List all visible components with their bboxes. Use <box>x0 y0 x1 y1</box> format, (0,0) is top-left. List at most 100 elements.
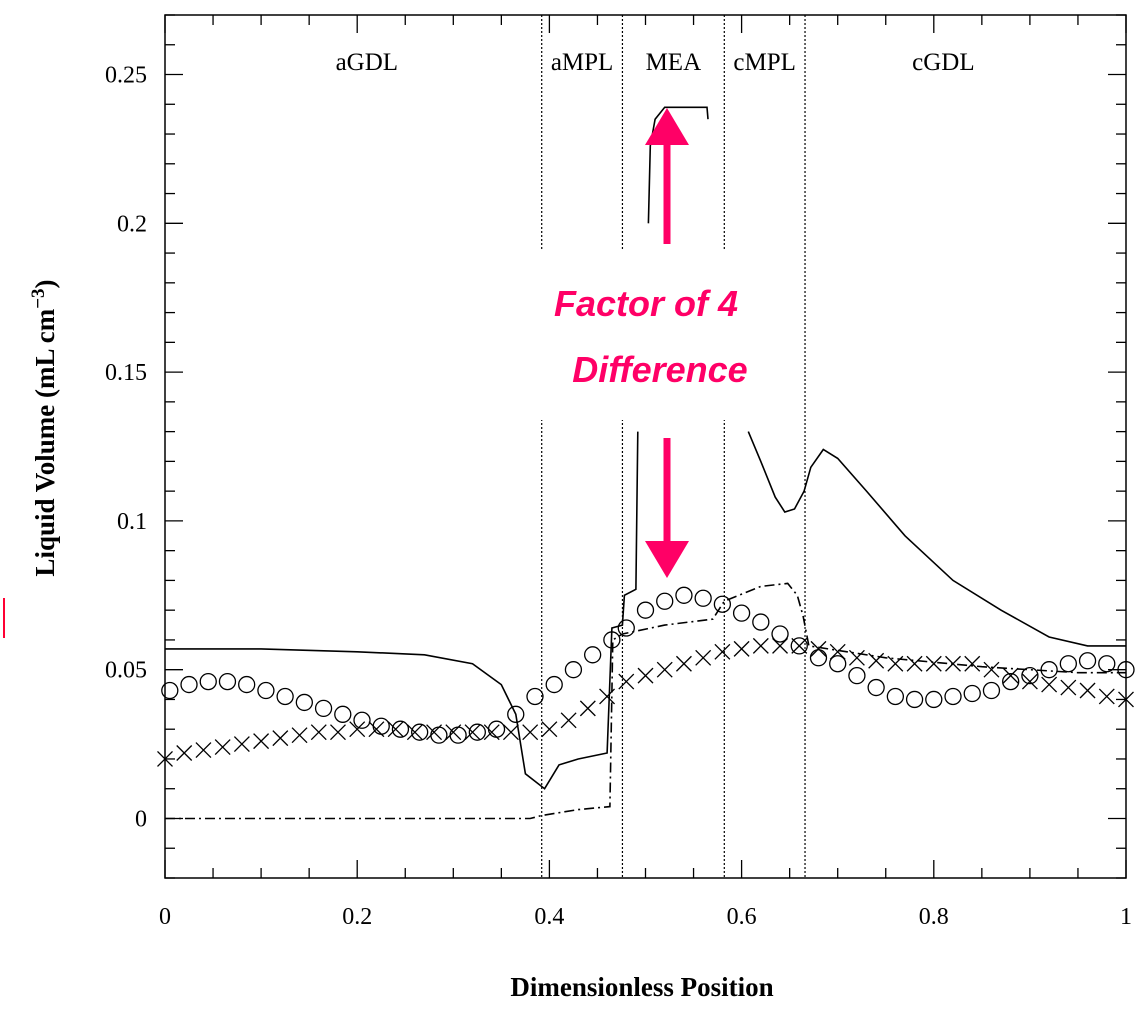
solid-series-line <box>647 106 709 224</box>
x-marker <box>464 724 481 741</box>
x-marker <box>445 724 462 741</box>
x-marker-stroke <box>637 667 654 684</box>
x-marker-stroke <box>868 652 885 669</box>
circle-marker <box>925 690 943 709</box>
x-marker <box>675 655 692 672</box>
x-marker <box>195 742 212 758</box>
circle-marker <box>1059 655 1077 673</box>
series-layer <box>165 106 1126 820</box>
x-marker-stroke <box>1021 673 1038 690</box>
x-tick-label: 1 <box>1120 904 1132 930</box>
x-marker-stroke <box>349 721 366 738</box>
x-tick-label: 0.8 <box>919 904 949 930</box>
x-marker <box>272 730 289 747</box>
circle-marker <box>334 705 352 723</box>
region-label: aGDL <box>336 49 398 76</box>
circle-marker <box>314 699 333 718</box>
x-marker <box>406 724 423 741</box>
y-tick-label: 0.25 <box>105 63 147 89</box>
circle-marker <box>713 595 732 613</box>
x-marker <box>868 652 885 669</box>
x-marker-stroke <box>599 688 616 705</box>
circle-marker <box>886 687 905 706</box>
circle-marker <box>675 586 693 604</box>
circle-marker <box>449 726 467 744</box>
circle-marker <box>790 637 808 655</box>
circle-marker <box>199 672 217 691</box>
x-marker-stroke <box>310 724 327 741</box>
x-marker <box>176 745 193 761</box>
x-marker <box>310 724 327 741</box>
circle-marker <box>411 723 429 741</box>
x-marker-stroke <box>887 655 904 672</box>
y-tick-label: 0.15 <box>105 360 147 386</box>
x-marker-stroke <box>695 649 712 666</box>
x-marker-stroke <box>291 727 308 744</box>
x-marker <box>964 655 981 672</box>
circle-marker <box>1040 661 1058 679</box>
circle-marker <box>180 675 198 694</box>
x-marker-stroke <box>829 643 846 660</box>
x-marker <box>983 661 1000 678</box>
region-labels: aGDL aMPL MEA cMPL cGDL <box>336 49 975 76</box>
x-marker <box>945 655 961 672</box>
x-marker <box>1079 682 1096 699</box>
x-marker <box>522 724 539 741</box>
annotation-box <box>482 250 802 420</box>
circle-marker <box>507 705 525 723</box>
x-marker <box>752 637 769 654</box>
x-marker <box>906 655 923 672</box>
x-marker <box>579 700 596 717</box>
y-tick-label: 0.1 <box>117 509 147 535</box>
y-axis-title-sup: −3 <box>28 288 49 308</box>
annotation-arrow-down-head <box>645 541 689 578</box>
x-marker <box>714 643 731 660</box>
x-marker-stroke <box>945 655 961 672</box>
x-marker-stroke <box>925 655 942 672</box>
x-marker <box>541 721 558 738</box>
x-marker-stroke <box>464 724 481 741</box>
x-tick-label: 0 <box>159 904 171 930</box>
x-marker-stroke <box>330 724 346 741</box>
x-marker <box>330 724 346 741</box>
x-marker-stroke <box>387 721 404 738</box>
annotation-line-1: Factor of 4 <box>554 283 738 324</box>
x-marker <box>426 724 443 741</box>
x-marker <box>791 637 808 654</box>
x-marker-stroke <box>656 661 673 678</box>
x-marker <box>810 640 827 657</box>
x-marker-stroke <box>426 724 443 741</box>
region-label: cGDL <box>912 49 974 76</box>
x-marker <box>503 724 519 741</box>
x-marker-stroke <box>560 712 577 729</box>
circle-marker <box>603 631 621 649</box>
x-marker <box>656 661 673 678</box>
circle-marker <box>487 720 506 738</box>
circle-marker <box>771 625 789 643</box>
circle-marker <box>295 693 313 712</box>
circle-marker <box>1098 655 1116 673</box>
circle-marker <box>468 723 486 741</box>
circle-marker <box>848 666 866 685</box>
x-marker-stroke <box>714 643 731 660</box>
x-marker <box>637 667 654 684</box>
x-marker-stroke <box>906 655 923 672</box>
dashdot-series-line <box>165 582 1126 820</box>
x-marker-stroke <box>1098 688 1115 705</box>
x-marker <box>925 655 942 672</box>
circle-marker <box>867 678 885 697</box>
x-marker-stroke <box>483 724 500 741</box>
annotation: Factor of 4 Difference <box>482 108 802 578</box>
x-marker-stroke <box>503 724 519 741</box>
x-marker-stroke <box>772 637 788 654</box>
x-tick-label: 0.4 <box>534 904 564 930</box>
circle-marker <box>257 681 275 700</box>
x-marker <box>848 649 865 666</box>
x-marker <box>733 640 750 657</box>
x-marker-stroke <box>848 649 865 666</box>
circle-marker <box>656 592 674 610</box>
x-axis-title: Dimensionless Position <box>510 972 773 1002</box>
circle-marker <box>944 687 962 706</box>
x-marker <box>599 688 616 705</box>
